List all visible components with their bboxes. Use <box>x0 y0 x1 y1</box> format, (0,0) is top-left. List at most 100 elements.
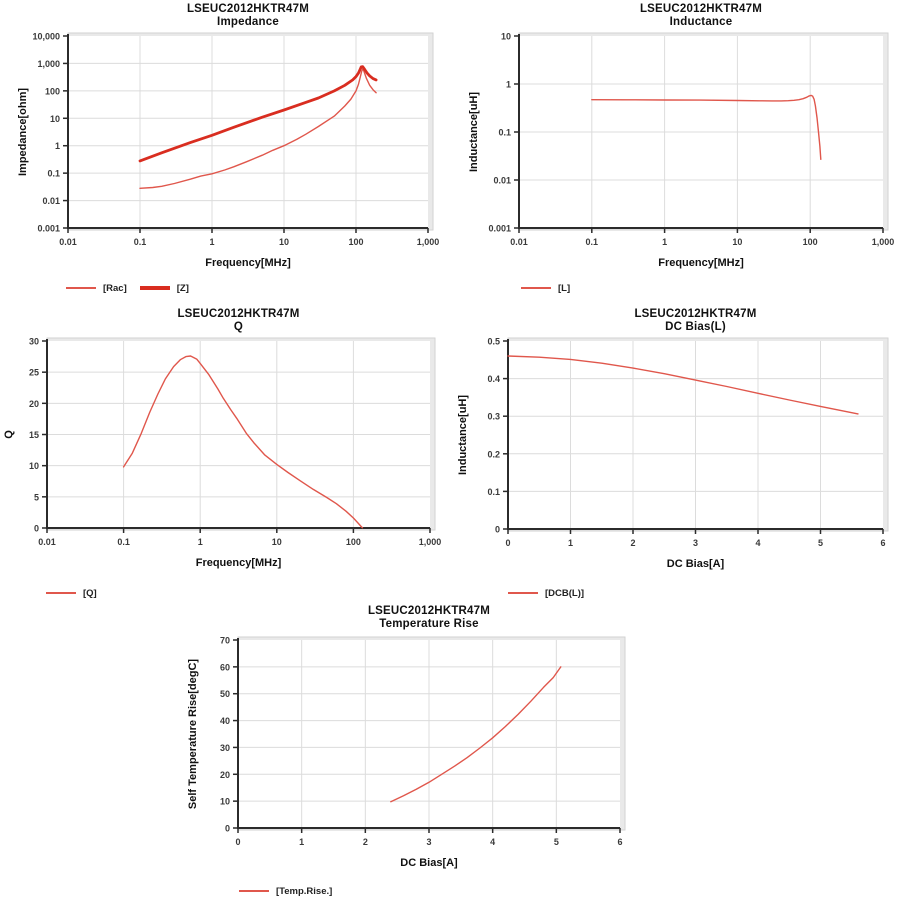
impedance-gridlines <box>68 36 428 228</box>
svg-text:1,000: 1,000 <box>419 537 442 547</box>
svg-text:Impedance[ohm]: Impedance[ohm] <box>17 88 29 176</box>
svg-text:DC Bias[A]: DC Bias[A] <box>400 857 458 869</box>
q-factor-gridlines <box>47 341 430 528</box>
svg-text:3: 3 <box>426 837 431 847</box>
svg-text:1,000: 1,000 <box>872 237 895 247</box>
svg-text:1: 1 <box>506 80 511 90</box>
svg-text:10: 10 <box>50 114 60 124</box>
svg-text:0.1: 0.1 <box>134 237 147 247</box>
svg-text:0.01: 0.01 <box>59 237 77 247</box>
chart-subtitle: Impedance <box>217 16 279 28</box>
svg-text:10: 10 <box>732 237 742 247</box>
dc-bias-l-plot-svg: 0 1 2 3 4 5 6 0.5 0.4 0.3 0.2 0.1 0 DC Bias[A] Inducta… <box>457 337 889 570</box>
chart-title-q: LSEUC2012HKTR47M Q <box>47 308 430 334</box>
dc-bias-l-tick-labels: 0 1 2 3 4 5 6 0.5 0.4 0.3 0.2 0.1 0 <box>487 337 885 549</box>
legend-dc-bias: [DCB(L)] <box>508 586 584 600</box>
impedance-tick-labels: 0.01 0.1 1 10 100 1,000 10,000 1,000 100 10 1 0.1 0.… <box>32 32 439 248</box>
legend-label-temp-rise: [Temp.Rise.] <box>276 885 333 897</box>
svg-text:1: 1 <box>299 837 304 847</box>
svg-text:5: 5 <box>818 538 823 548</box>
z-line-swatch-icon <box>139 286 170 290</box>
chart-q-factor: LSEUC2012HKTR47M Q [Q] 0.01 0.1 1 10 100 1,00… <box>0 305 450 605</box>
chart-title-dc-bias: LSEUC2012HKTR47M DC Bias(L) <box>508 308 883 334</box>
svg-text:0.3: 0.3 <box>487 412 500 422</box>
svg-text:2: 2 <box>630 538 635 548</box>
legend-item-temp-rise: [Temp.Rise.] <box>239 886 332 897</box>
svg-text:0.001: 0.001 <box>488 224 511 234</box>
chart-impedance: LSEUC2012HKTR47M Impedance [Rac] [Z] 0.0… <box>0 0 450 300</box>
svg-text:Frequency[MHz]: Frequency[MHz] <box>658 257 744 269</box>
svg-text:10: 10 <box>29 461 39 471</box>
dc-bias-l-axes <box>503 339 884 534</box>
temperature-rise-axes <box>233 638 621 833</box>
svg-text:0: 0 <box>505 538 510 548</box>
svg-text:0.2: 0.2 <box>487 449 500 459</box>
svg-text:0.01: 0.01 <box>38 537 56 547</box>
svg-text:DC Bias[A]: DC Bias[A] <box>667 558 725 570</box>
svg-text:10: 10 <box>220 797 230 807</box>
svg-text:100: 100 <box>45 86 60 96</box>
part-number-label: LSEUC2012HKTR47M <box>367 605 491 617</box>
svg-text:Inductance[uH]: Inductance[uH] <box>468 92 480 172</box>
q-factor-tick-labels: 0.01 0.1 1 10 100 1,000 30 25 20 15 10 5 0 <box>29 337 441 548</box>
q-factor-axis-titles: Frequency[MHz] Q <box>3 430 282 569</box>
dc-bias-l-series-line-DCBL <box>507 355 859 415</box>
l-line-swatch-icon <box>521 287 551 289</box>
legend-label-rac: [Rac] <box>103 282 127 294</box>
impedance-axes <box>63 34 429 233</box>
svg-text:1: 1 <box>662 237 667 247</box>
impedance-series-line-Z <box>138 65 378 163</box>
svg-text:0.4: 0.4 <box>487 374 500 384</box>
chart-title-temp-rise: LSEUC2012HKTR47M Temperature Rise <box>238 605 620 631</box>
inductance-axes <box>514 34 884 233</box>
dc-bias-l-gridlines <box>508 341 883 529</box>
legend-item-dcb-l: [DCB(L)] <box>508 588 584 599</box>
svg-text:Q: Q <box>3 430 15 439</box>
inductance-gridlines <box>519 36 883 228</box>
svg-text:0.001: 0.001 <box>37 224 60 234</box>
svg-text:0: 0 <box>495 525 500 535</box>
svg-text:1: 1 <box>568 538 573 548</box>
chart-subtitle: Temperature Rise <box>379 618 479 630</box>
svg-text:1,000: 1,000 <box>37 59 60 69</box>
inductance-axis-titles: Frequency[MHz] Inductance[uH] <box>468 92 744 269</box>
legend-q: [Q] <box>46 586 97 600</box>
svg-text:4: 4 <box>490 837 495 847</box>
temperature-rise-tick-labels: 0 1 2 3 4 5 6 70 60 50 40 30 20 10 0 <box>220 636 623 848</box>
chart-subtitle: DC Bias(L) <box>665 321 726 333</box>
svg-text:Self Temperature Rise[degC]: Self Temperature Rise[degC] <box>187 659 199 810</box>
svg-text:20: 20 <box>220 770 230 780</box>
chart-title-inductance: LSEUC2012HKTR47M Inductance <box>519 3 883 29</box>
temperature-rise-axis-titles: DC Bias[A] Self Temperature Rise[degC] <box>187 659 458 869</box>
svg-text:0: 0 <box>34 524 39 534</box>
svg-text:0: 0 <box>235 837 240 847</box>
svg-text:2: 2 <box>363 837 368 847</box>
svg-text:20: 20 <box>29 399 39 409</box>
svg-text:60: 60 <box>220 662 230 672</box>
q-line-swatch-icon <box>46 592 76 594</box>
part-number-label: LSEUC2012HKTR47M <box>177 308 300 320</box>
svg-text:5: 5 <box>34 492 39 502</box>
svg-text:40: 40 <box>220 716 230 726</box>
svg-text:0: 0 <box>225 824 230 834</box>
svg-text:70: 70 <box>220 636 230 646</box>
part-number-label: LSEUC2012HKTR47M <box>634 308 757 320</box>
legend-item-rac: [Rac] <box>66 283 127 294</box>
svg-text:50: 50 <box>220 689 230 699</box>
svg-text:0.01: 0.01 <box>510 237 528 247</box>
legend-label-l: [L] <box>558 282 571 294</box>
inductance-plot-svg: 0.01 0.1 1 10 100 1,0001010.10.010.001Frequen… <box>468 32 895 270</box>
temperature-rise-plot-svg: 0 1 2 3 4 5 6 70 60 50 40 30 20 10 0 DC Bias[A] Self Tem… <box>187 636 626 869</box>
chart-title-impedance: LSEUC2012HKTR47M Impedance <box>68 3 428 29</box>
q-factor-series-line-Q <box>122 355 364 529</box>
svg-text:6: 6 <box>880 538 885 548</box>
svg-text:30: 30 <box>29 337 39 347</box>
svg-text:1: 1 <box>198 537 203 547</box>
svg-text:0.1: 0.1 <box>487 487 500 497</box>
part-number-label: LSEUC2012HKTR47M <box>186 3 310 15</box>
legend-item-l: [L] <box>521 283 570 294</box>
legend-item-q: [Q] <box>46 588 97 599</box>
q-factor-axes <box>42 339 431 533</box>
svg-text:10: 10 <box>272 537 282 547</box>
